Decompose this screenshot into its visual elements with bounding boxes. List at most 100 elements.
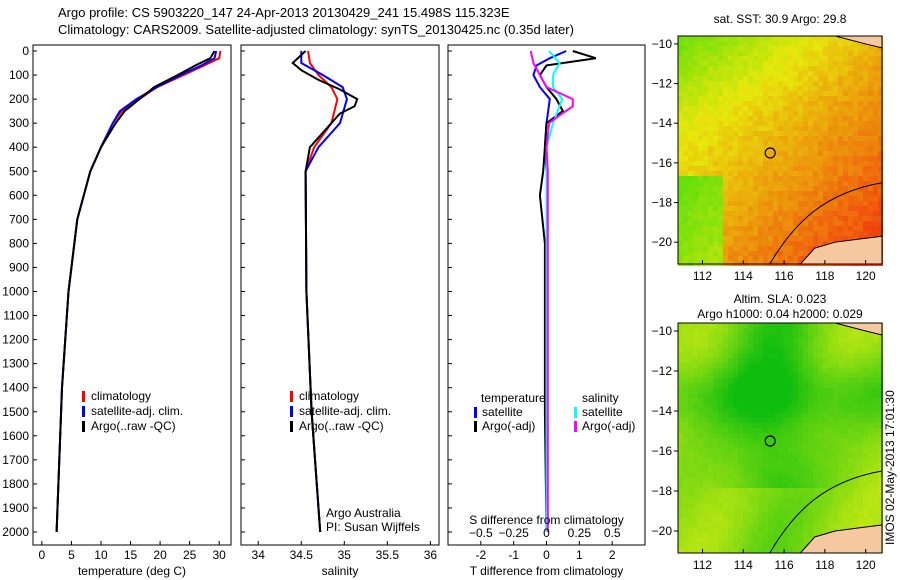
map-cell [758,443,763,448]
map-cell [823,206,828,211]
map-cell [848,121,853,126]
map-cell [828,66,833,71]
map-cell [748,348,753,353]
map-cell [763,201,768,206]
map-cell [863,186,868,191]
map-cell [863,141,868,146]
map-cell [698,116,703,121]
map-cell [733,508,738,513]
map-cell [823,408,828,413]
x-tick-label: 2 [609,548,616,562]
map-cell [858,368,863,373]
map-cell [713,211,718,216]
map-cell [838,116,843,121]
map-cell [773,196,778,201]
map-cell [768,428,773,433]
map-cell [788,508,793,513]
map-cell [723,403,728,408]
map-cell [793,196,798,201]
map-cell [803,231,808,236]
map-cell [778,453,783,458]
map-cell [738,56,743,61]
map-cell [838,191,843,196]
map-cell [718,538,723,543]
map-cell [788,483,793,488]
map-cell [723,216,728,221]
map-cell [798,171,803,176]
map-cell [848,51,853,56]
map-cell [843,488,848,493]
map-cell [738,146,743,151]
map-cell [713,156,718,161]
map-cell [843,493,848,498]
map-cell [838,513,843,518]
map-cell [723,241,728,246]
map-cell [688,76,693,81]
map-cell [813,353,818,358]
map-cell [778,176,783,181]
map-cell [793,76,798,81]
map-cell [683,186,688,191]
map-cell [703,343,708,348]
map-cell [823,403,828,408]
map-cell [838,126,843,131]
map-cell [753,398,758,403]
map-cell [698,488,703,493]
map-cell [848,493,853,498]
map-cell [763,211,768,216]
map-cell [678,116,683,121]
map-cell [843,358,848,363]
map-cell [808,408,813,413]
map-cell [678,171,683,176]
map-cell [738,176,743,181]
map-cell [828,513,833,518]
map-cell [688,51,693,56]
map-cell [683,171,688,176]
map-cell [868,403,873,408]
map-cell [838,186,843,191]
map-cell [833,423,838,428]
map-cell [778,368,783,373]
map-cell [778,468,783,473]
map-cell [858,116,863,121]
map-cell [873,196,878,201]
map-cell [718,423,723,428]
map-cell [758,383,763,388]
map-cell [823,523,828,528]
map-cell [693,81,698,86]
map-cell [818,478,823,483]
map-cell [708,151,713,156]
map-cell [778,513,783,518]
map-cell [858,56,863,61]
map-cell [683,101,688,106]
map-cell [838,493,843,498]
map-cell [858,226,863,231]
map-cell [748,81,753,86]
map-cell [713,523,718,528]
map-cell [733,528,738,533]
map-cell [683,96,688,101]
map-cell [818,338,823,343]
map-cell [698,483,703,488]
map-cell [713,51,718,56]
map-cell [708,323,713,328]
map-cell [678,388,683,393]
map-cell [863,111,868,116]
map-cell [838,398,843,403]
map-cell [763,111,768,116]
map-cell [858,493,863,498]
map-cell [873,76,878,81]
map-cell [813,146,818,151]
map-cell [843,116,848,121]
map-cell [728,528,733,533]
map-cell [868,71,873,76]
map-cell [798,71,803,76]
map-cell [743,538,748,543]
map-cell [728,533,733,538]
map-cell [703,538,708,543]
map-cell [853,136,858,141]
map-cell [718,91,723,96]
map-cell [828,368,833,373]
map-cell [773,156,778,161]
map-cell [763,131,768,136]
